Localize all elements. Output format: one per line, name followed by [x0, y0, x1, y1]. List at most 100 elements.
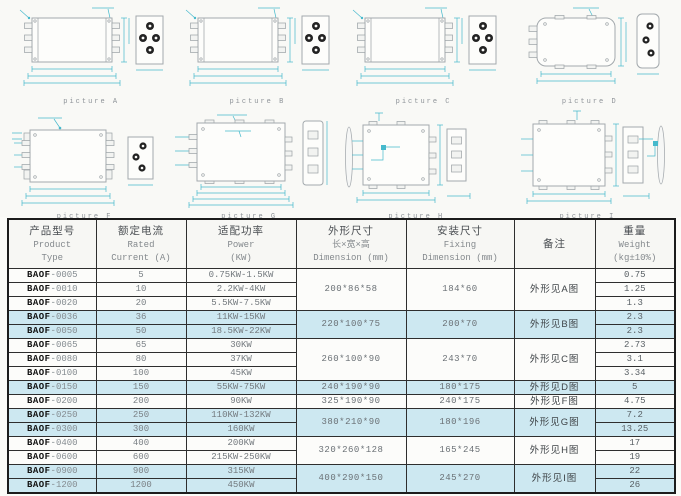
product-type-cell: BAOF-1200: [7, 478, 97, 494]
weight-cell: 17: [594, 436, 676, 451]
product-code-prefix: BAOF: [26, 284, 51, 294]
drawing-picture-g: picture G: [169, 107, 329, 221]
filter-drawing-flanged-large-body: [521, 110, 666, 204]
rated-current-cell: 150: [95, 380, 187, 395]
power-cell: 11KW-15KW: [185, 310, 297, 325]
filter-drawing-front-side-view: [186, 7, 330, 86]
product-type-cell: BAOF-0250: [7, 408, 97, 423]
dimension-cell: 200*86*58: [295, 268, 407, 311]
table-row: BAOF-0250 250 110KW-132KW 380*210*90 180*196…: [7, 408, 676, 437]
rated-current-cell: 250: [95, 408, 187, 423]
header-line: 长×宽×高: [332, 239, 370, 250]
note-cell: 外形见I图: [513, 464, 596, 494]
weight-cell: 1.3: [594, 296, 676, 311]
drawing-label: picture B: [229, 98, 286, 106]
fixing-dimension-cell: 245*270: [405, 464, 515, 494]
table-row: BAOF-0005 5 0.75KW-1.5KW 200*86*58 184*60 外形见…: [7, 268, 676, 311]
product-type-cell: BAOF-0100: [7, 366, 97, 381]
table-row: BAOF-0900 900 315KW 400*290*150 245*270 外形见I图…: [7, 464, 676, 494]
drawing-label: picture G: [221, 213, 278, 221]
product-code-prefix: BAOF: [26, 438, 51, 448]
header-line: Fixing: [443, 239, 477, 250]
header-line: Rated: [127, 239, 155, 250]
power-cell: 200KW: [185, 436, 297, 451]
product-code-prefix: BAOF: [26, 410, 51, 420]
table-header-row: 产品型号 Product Type 额定电流 Rated Current (A) 适配功率 P…: [7, 218, 676, 269]
table-row: BAOF-0036 36 11KW-15KW 220*100*75 200*70 外形见B…: [7, 310, 676, 339]
product-code-prefix: BAOF: [26, 396, 51, 406]
product-code-prefix: BAOF: [26, 312, 51, 322]
product-code-number: -0600: [50, 452, 78, 462]
filter-drawing-eared-body: [11, 117, 154, 206]
weight-cell: 2.3: [594, 310, 676, 325]
note-cell: 外形见B图: [513, 310, 596, 339]
product-code-prefix: BAOF: [26, 480, 51, 490]
weight-cell: 4.75: [594, 394, 676, 409]
note-cell: 外形见C图: [513, 338, 596, 381]
dimension-cell: 260*100*90: [295, 338, 407, 381]
rated-current-cell: 400: [95, 436, 187, 451]
product-code-prefix: BAOF: [26, 354, 51, 364]
product-code-number: -0036: [50, 312, 78, 322]
dimension-cell: 240*190*90: [295, 380, 407, 395]
weight-cell: 5: [594, 380, 676, 395]
note-cell: 外形见H图: [513, 436, 596, 465]
product-code-number: -0200: [50, 396, 78, 406]
column-header-weight: 重量 Weight (kg±10%): [594, 218, 676, 269]
drawing-label: picture I: [559, 213, 616, 221]
dimension-cell: 325*190*90: [295, 394, 407, 409]
rated-current-cell: 36: [95, 310, 187, 325]
product-code-number: -0150: [50, 382, 78, 392]
product-type-cell: BAOF-0900: [7, 464, 97, 479]
drawings-row-bottom: picture F: [0, 106, 681, 221]
filter-drawing-front-side-view: [19, 7, 164, 86]
drawing-label: picture D: [561, 98, 618, 106]
drawing-picture-f: picture F: [10, 115, 160, 221]
weight-cell: 22: [594, 464, 676, 479]
fixing-dimension-cell: 184*60: [405, 268, 515, 311]
product-type-cell: BAOF-0150: [7, 380, 97, 395]
header-line: 产品型号: [29, 224, 76, 237]
product-code-prefix: BAOF: [26, 424, 51, 434]
product-type-cell: BAOF-0050: [7, 324, 97, 339]
header-line: 备注: [543, 237, 566, 250]
rated-current-cell: 100: [95, 366, 187, 381]
drawing-picture-d: picture D: [515, 6, 665, 106]
product-type-cell: BAOF-0036: [7, 310, 97, 325]
product-code-number: -0100: [50, 368, 78, 378]
product-code-prefix: BAOF: [26, 368, 51, 378]
rated-current-cell: 20: [95, 296, 187, 311]
note-cell: 外形见F图: [513, 394, 596, 409]
weight-cell: 3.1: [594, 352, 676, 367]
header-line: (kg±10%): [613, 252, 657, 263]
product-code-prefix: BAOF: [26, 326, 51, 336]
weight-cell: 13.25: [594, 422, 676, 437]
header-line: 适配功率: [218, 224, 264, 237]
rated-current-cell: 900: [95, 464, 187, 479]
weight-cell: 0.75: [594, 268, 676, 283]
table-row: BAOF-0100 100 45KW 3.34: [7, 366, 676, 381]
product-type-cell: BAOF-0010: [7, 282, 97, 297]
drawing-picture-c: picture C: [349, 6, 499, 106]
drawing-picture-a: picture A: [16, 6, 166, 106]
rated-current-cell: 300: [95, 422, 187, 437]
weight-cell: 2.3: [594, 324, 676, 339]
column-header-current: 额定电流 Rated Current (A): [95, 218, 187, 269]
fixing-dimension-cell: 200*70: [405, 310, 515, 339]
column-header-fixing: 安装尺寸 Fixing Dimension (mm): [405, 218, 515, 269]
product-code-number: -0010: [50, 284, 78, 294]
power-cell: 215KW-250KW: [185, 450, 297, 465]
note-cell: 外形见D图: [513, 380, 596, 395]
rated-current-cell: 200: [95, 394, 187, 409]
drawings-row-top: picture A: [0, 0, 681, 106]
header-line: 额定电流: [118, 224, 164, 237]
filter-drawing-flanged-body: [344, 112, 471, 203]
header-line: (KW): [230, 252, 252, 263]
dimension-cell: 320*260*128: [295, 436, 407, 465]
fixing-dimension-cell: 243*70: [405, 338, 515, 381]
rated-current-cell: 10: [95, 282, 187, 297]
product-code-number: -0080: [50, 354, 78, 364]
table-row: BAOF-0300 300 160KW 13.25: [7, 422, 676, 437]
header-line: Weight: [618, 239, 651, 250]
